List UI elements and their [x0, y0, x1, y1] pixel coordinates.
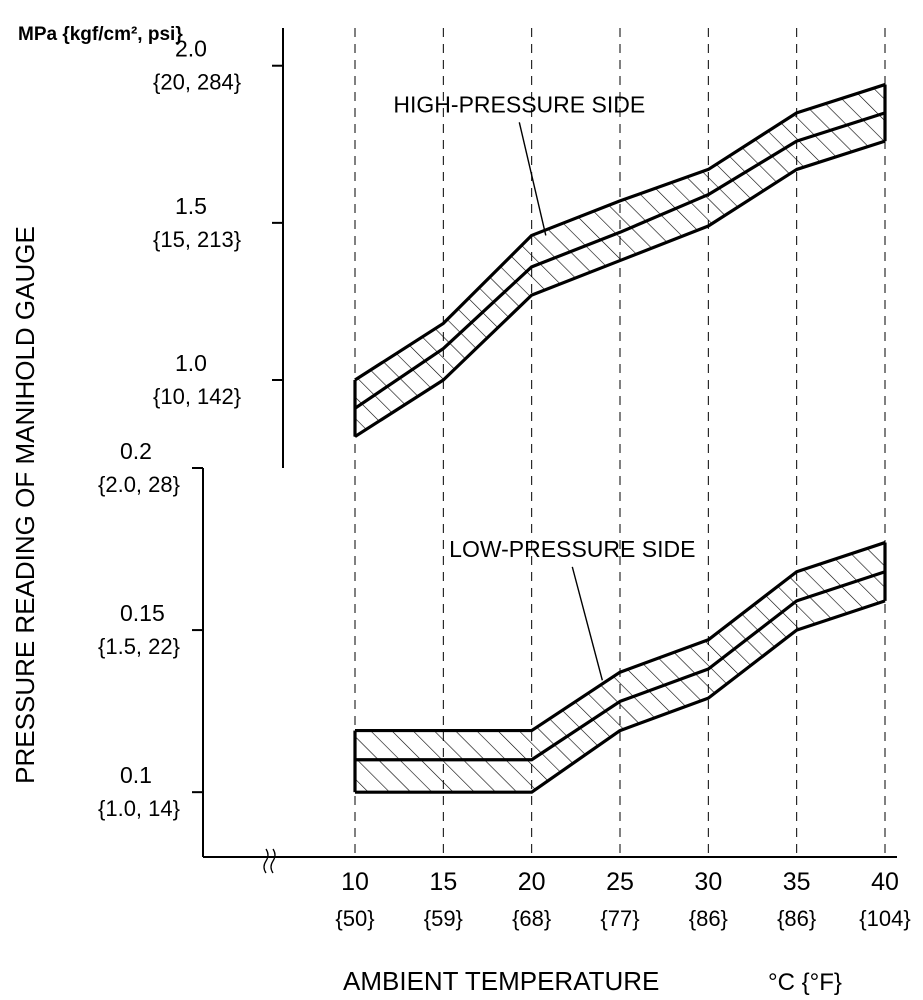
pressure-bands: [353, 83, 887, 794]
high-label-leader: [518, 122, 547, 236]
y-tick-sublabel: {15, 213}: [153, 227, 241, 252]
x-tick-label: 10: [341, 868, 369, 896]
high-upper-line: [354, 83, 886, 382]
y-axis-title: PRESSURE READING OF MANIHOLD GAUGE: [10, 226, 40, 784]
x-tick-label: 30: [694, 868, 722, 896]
high-lower-line: [354, 139, 886, 438]
x-tick-label: 40: [871, 868, 899, 896]
y-tick-label: 1.0: [175, 350, 207, 376]
y-tick-label: 2.0: [175, 36, 207, 62]
y-tick-sublabel: {1.0, 14}: [98, 796, 180, 821]
x-tick-sublabel: {68}: [512, 906, 551, 931]
y-tick-label: 0.1: [120, 762, 152, 788]
x-tick-label: 25: [606, 868, 634, 896]
x-axis-title: AMBIENT TEMPERATURE: [343, 966, 659, 996]
low-lower-line: [355, 599, 886, 794]
y-tick-sublabel: {20, 284}: [153, 70, 241, 95]
y-tick-label: 1.5: [175, 193, 207, 219]
x-ticks: 10 {50} 15 {59} 20 {68} 25 {77} 30 {86} 35 {86} 40 {1…: [335, 868, 910, 931]
x-tick-sublabel: {86}: [777, 906, 816, 931]
x-tick-label: 15: [429, 868, 457, 896]
y-tick-sublabel: {2.0, 28}: [98, 472, 180, 497]
series-labels: HIGH-PRESSURE SIDE LOW-PRESSURE SIDE: [393, 91, 695, 681]
high-series-label: HIGH-PRESSURE SIDE: [393, 91, 645, 117]
y-tick-sublabel: {1.5, 22}: [98, 634, 180, 659]
high-pressure-band: [355, 84, 885, 437]
x-axis-unit: °C {°F}: [768, 969, 842, 996]
high-middle-line: [354, 111, 886, 410]
x-tick-sublabel: {86}: [689, 906, 728, 931]
y-tick-label: 0.15: [120, 600, 165, 626]
low-upper-line: [355, 541, 886, 733]
x-tick-sublabel: {77}: [600, 906, 639, 931]
low-middle-line: [355, 570, 886, 762]
x-tick-label: 20: [518, 868, 546, 896]
x-tick-sublabel: {50}: [335, 906, 374, 931]
axes: [202, 28, 897, 874]
y-unit-title: MPa {kgf/cm², psi}: [18, 24, 183, 45]
x-tick-sublabel: {104}: [859, 906, 910, 931]
axis-break-icon: [263, 848, 276, 874]
x-tick-label: 35: [783, 868, 811, 896]
y-tick-label: 0.2: [120, 438, 152, 464]
low-series-label: LOW-PRESSURE SIDE: [449, 536, 695, 562]
y-ticks: 2.0 {20, 284} 1.5 {15, 213} 1.0 {10, 142} 0.2 {…: [98, 36, 283, 821]
x-tick-sublabel: {59}: [424, 906, 463, 931]
low-label-leader: [571, 566, 604, 681]
y-tick-sublabel: {10, 142}: [153, 384, 241, 409]
low-pressure-band: [355, 542, 885, 793]
